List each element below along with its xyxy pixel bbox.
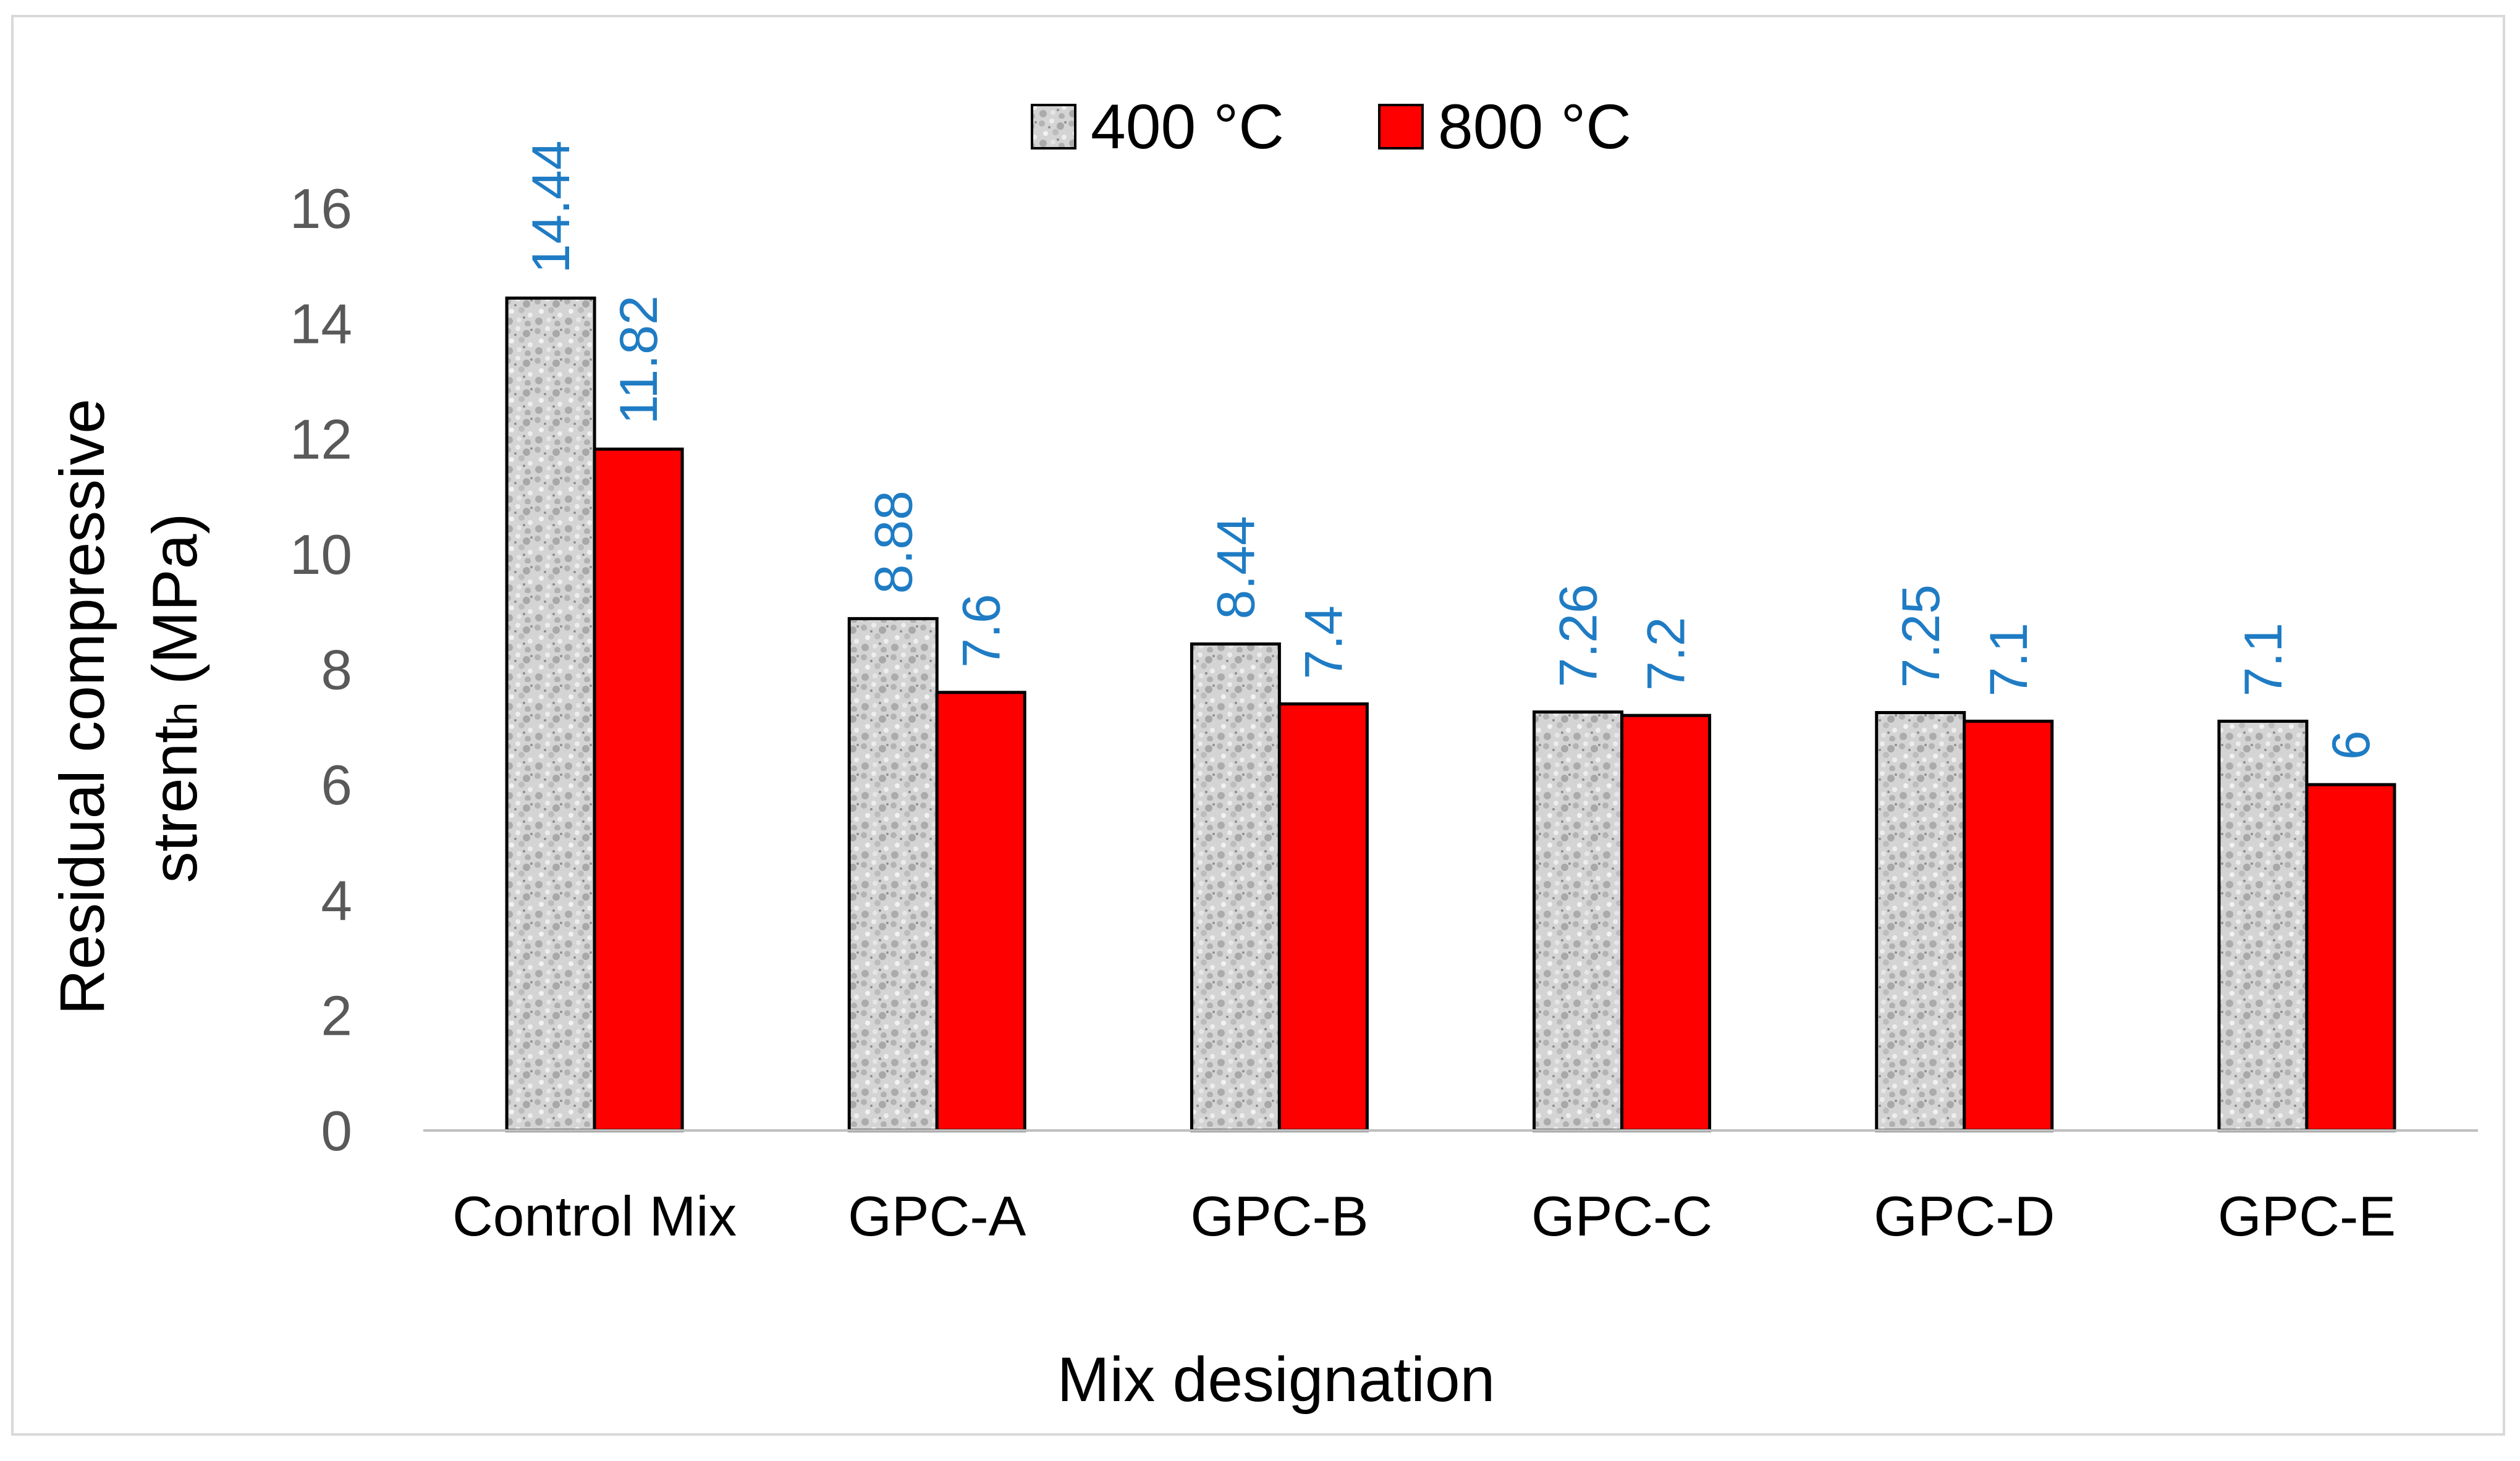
y-tick-label: 6 bbox=[321, 754, 352, 817]
bar-400c bbox=[1533, 710, 1624, 1132]
legend-swatch-800c bbox=[1378, 104, 1424, 149]
legend-label-800c: 800 °C bbox=[1438, 91, 1631, 162]
data-label-400c: 14.44 bbox=[522, 140, 581, 273]
legend-swatch-400c bbox=[1031, 104, 1076, 149]
x-category-label: GPC-A bbox=[848, 1185, 1026, 1248]
y-tick-label: 16 bbox=[290, 178, 352, 240]
bar-800c bbox=[2305, 783, 2396, 1132]
data-label-800c: 7.4 bbox=[1294, 605, 1353, 680]
y-axis-title-line2-rest: (MPa) bbox=[140, 513, 210, 702]
bar-800c bbox=[1277, 702, 1369, 1132]
data-label-800c: 11.82 bbox=[609, 295, 669, 424]
bar-800c bbox=[1963, 719, 2054, 1132]
x-axis-title: Mix designation bbox=[1057, 1344, 1495, 1415]
x-category-label: GPC-B bbox=[1190, 1185, 1368, 1248]
x-axis-category-labels: Control Mix GPC-A GPC-B GPC-C GPC-D GPC-E bbox=[452, 1185, 2396, 1248]
data-label-800c: 7.1 bbox=[1979, 623, 2039, 697]
bar-400c bbox=[847, 617, 939, 1132]
x-category-label: GPC-C bbox=[1531, 1185, 1712, 1248]
data-label-400c: 8.44 bbox=[1206, 516, 1266, 619]
bar-400c bbox=[1875, 710, 1966, 1132]
data-label-400c: 8.88 bbox=[864, 491, 923, 594]
bars bbox=[505, 297, 2396, 1132]
y-axis-title-line2-sub: h bbox=[159, 702, 206, 726]
y-tick-label: 8 bbox=[321, 639, 352, 702]
y-tick-label: 10 bbox=[290, 524, 352, 586]
y-tick-label: 0 bbox=[321, 1100, 352, 1163]
x-category-label: GPC-E bbox=[2218, 1185, 2396, 1248]
y-axis-tick-labels: 0 2 4 6 8 10 12 14 16 bbox=[290, 178, 352, 1163]
y-tick-label: 2 bbox=[321, 985, 352, 1047]
y-tick-label: 4 bbox=[321, 870, 352, 932]
y-axis-title-line2-main: strent bbox=[140, 725, 210, 883]
y-axis-title-line2: strenth (MPa) bbox=[140, 513, 210, 883]
data-label-400c: 7.25 bbox=[1892, 584, 1951, 688]
data-label-400c: 7.26 bbox=[1549, 584, 1609, 687]
bar-800c bbox=[1620, 714, 1712, 1132]
legend: 400 °C 800 °C bbox=[1031, 91, 1631, 162]
y-tick-label: 14 bbox=[290, 293, 352, 356]
y-tick-label: 12 bbox=[290, 408, 352, 471]
data-labels: 14.44 11.82 8.88 7.6 8.44 7.4 7.26 7.2 7.25 7.1 7.… bbox=[522, 140, 2381, 760]
bar-400c bbox=[2217, 719, 2309, 1132]
bar-400c bbox=[1190, 642, 1281, 1132]
legend-label-400c: 400 °C bbox=[1091, 91, 1284, 162]
bar-400c bbox=[505, 297, 596, 1132]
data-label-800c: 7.2 bbox=[1637, 617, 1696, 691]
bar-800c bbox=[593, 447, 684, 1132]
y-axis-title: Residual compressive strenth (MPa) bbox=[47, 381, 210, 1015]
data-label-400c: 7.1 bbox=[2234, 623, 2293, 697]
data-label-800c: 6 bbox=[2322, 730, 2381, 760]
x-category-label: GPC-D bbox=[1874, 1185, 2055, 1248]
x-category-label: Control Mix bbox=[452, 1185, 737, 1248]
y-axis-title-line1: Residual compressive bbox=[47, 398, 117, 1015]
bar-800c bbox=[935, 691, 1026, 1132]
data-label-800c: 7.6 bbox=[952, 594, 1011, 668]
